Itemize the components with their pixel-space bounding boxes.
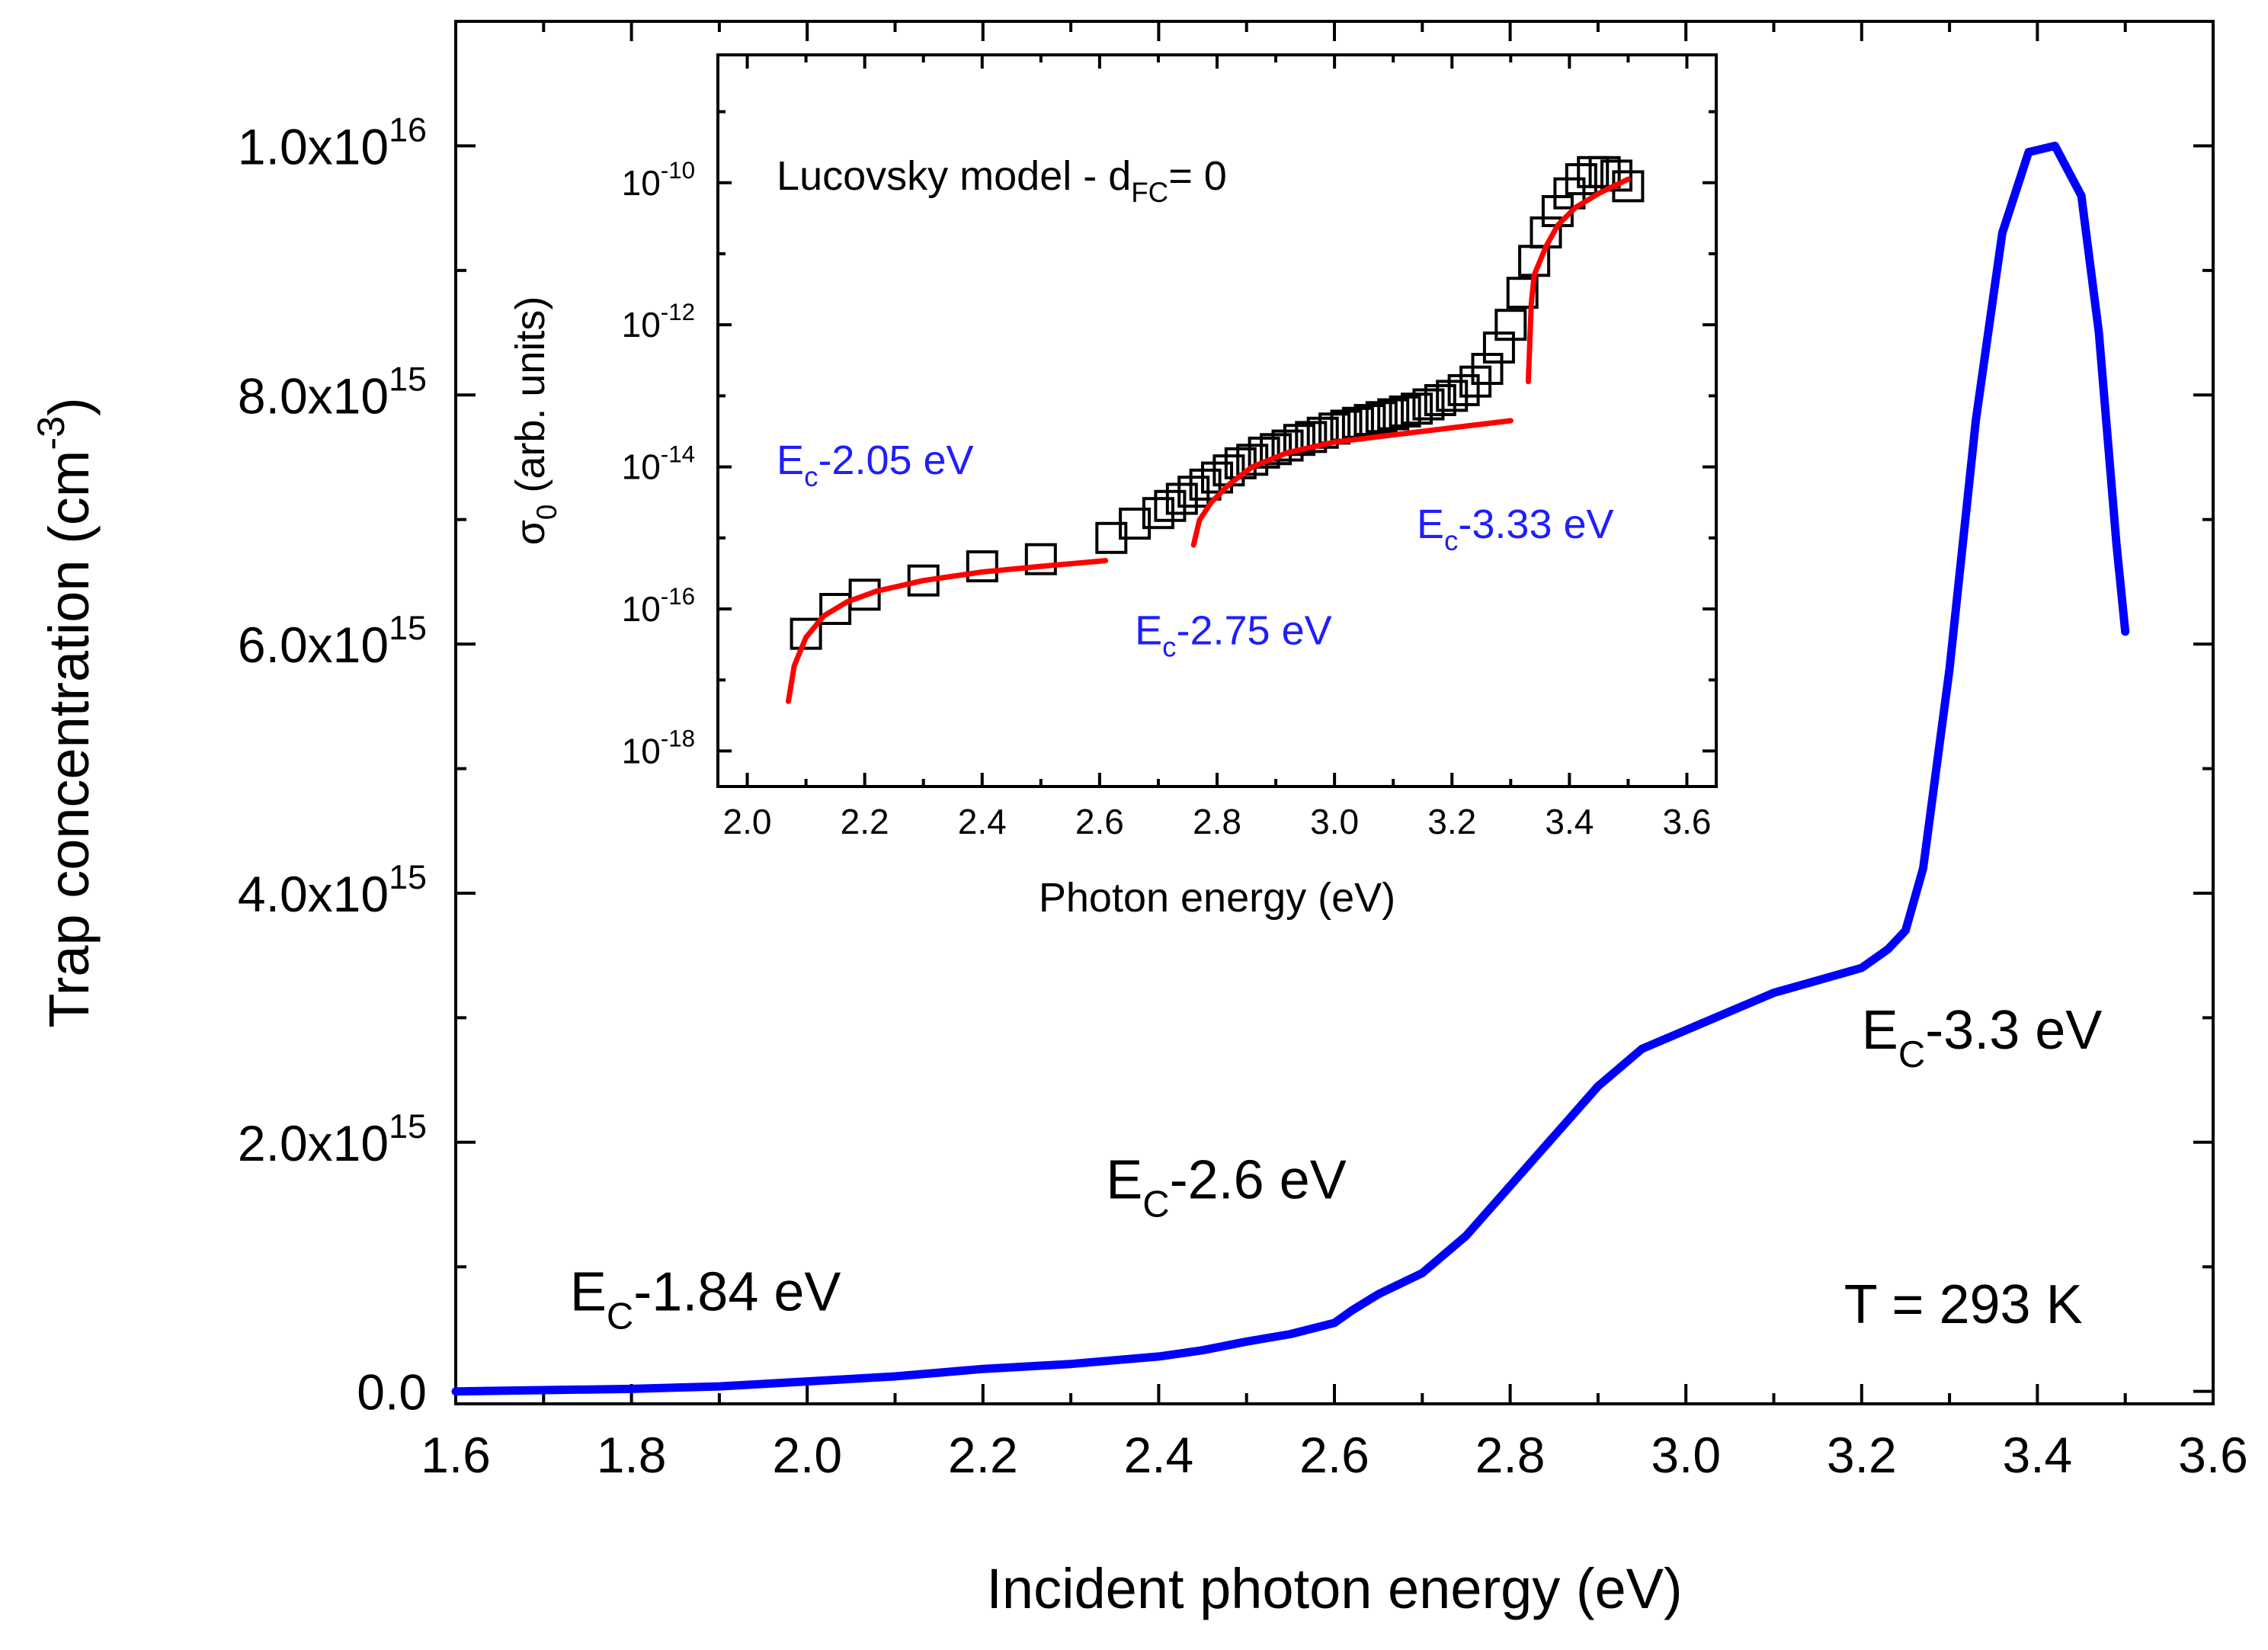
- inset-data-square: [1565, 163, 1597, 196]
- inset-x-tick-label: 2.2: [841, 802, 889, 841]
- inset-fit-line: [1525, 176, 1631, 385]
- main-y-tick-label: 4.0x1015: [238, 857, 427, 922]
- main-y-tick-label: 8.0x1015: [238, 359, 427, 424]
- main-y-tick-label: 1.0x1016: [238, 110, 427, 175]
- inset-y-tick-label: 10-10: [622, 157, 695, 203]
- main-plot: 1.6 1.8 2.0 2.2 2.4 2.6 2.8 3.0 3.2 3.4 3.6 0.0 2.0x…: [29, 20, 2248, 1620]
- inset-data-square: [1541, 195, 1574, 227]
- inset-x-tick-label: 3.6: [1662, 802, 1711, 841]
- inset-data-square: [1353, 404, 1386, 437]
- inset-data-square: [1401, 392, 1433, 425]
- inset-data-square: [1459, 365, 1492, 398]
- inset-data-square: [1389, 395, 1421, 428]
- inset-data-square: [790, 617, 822, 650]
- main-x-tick-label: 2.4: [1124, 1427, 1194, 1483]
- inset-x-axis-title: Photon energy (eV): [1039, 875, 1395, 921]
- inset-annotation-ec205: Ec-2.05 eV: [777, 437, 974, 492]
- inset-x-tick-label: 2.4: [958, 802, 1007, 841]
- inset-data-square: [1447, 373, 1480, 406]
- inset-annotation-ec275: Ec-2.75 eV: [1135, 608, 1332, 663]
- inset-data-square: [1494, 309, 1527, 341]
- inset-data-square: [1377, 398, 1410, 431]
- main-x-tick-label: 3.4: [2003, 1427, 2073, 1483]
- main-y-axis-title: Trap concentration (cm-3): [29, 397, 101, 1028]
- main-x-tick-label: 3.2: [1827, 1427, 1897, 1483]
- main-x-tick-label: 3.0: [1651, 1427, 1721, 1483]
- inset-x-tick-label: 3.0: [1310, 802, 1359, 841]
- inset-x-tick-label: 3.4: [1545, 802, 1594, 841]
- main-series-line: [451, 141, 2130, 1396]
- inset-x-tick-label: 2.8: [1193, 802, 1241, 841]
- inset-plot: 2.0 2.2 2.4 2.6 2.8 3.0 3.2 3.4 3.6 10-18 10-16 10-…: [508, 53, 1718, 921]
- inset-data-square: [1119, 508, 1152, 540]
- inset-fit-line: [786, 558, 1109, 704]
- main-x-tick-label: 2.2: [948, 1427, 1018, 1483]
- main-x-tick-label: 2.8: [1475, 1427, 1546, 1483]
- inset-data-square: [1506, 277, 1539, 309]
- inset-annotation-model: Lucovsky model - dFC= 0: [777, 153, 1227, 208]
- inset-x-tick-label: 2.0: [723, 802, 772, 841]
- inset-data-square: [1471, 353, 1504, 385]
- inset-fit-line: [1190, 418, 1514, 548]
- inset-data-square: [1412, 388, 1445, 421]
- main-y-tick-label: 6.0x1015: [238, 608, 427, 673]
- inset-y-tick-label: 10-16: [622, 583, 695, 629]
- inset-data-square: [1271, 429, 1304, 462]
- inset-annotation-ec333: Ec-3.33 eV: [1417, 501, 1614, 556]
- main-annotation-ec33: EC-3.3 eV: [1862, 1000, 2103, 1075]
- inset-data-square: [1024, 543, 1057, 575]
- main-x-tick-label: 2.6: [1299, 1427, 1369, 1483]
- inset-y-tick-label: 10-12: [622, 299, 695, 344]
- inset-y-tick-label: 10-18: [622, 725, 695, 771]
- inset-data-square: [1283, 424, 1315, 457]
- inset-x-tick-label: 2.6: [1075, 802, 1124, 841]
- inset-data-square: [1424, 384, 1456, 416]
- main-x-tick-label: 1.6: [421, 1427, 491, 1483]
- main-x-tick-label: 1.8: [597, 1427, 667, 1483]
- main-y-tick-label: 0.0: [357, 1364, 427, 1421]
- inset-y-axis-title: σ0 (arb. units): [508, 296, 562, 546]
- inset-data-square: [1365, 401, 1398, 434]
- main-annotation-ec184: EC-1.84 eV: [570, 1261, 841, 1337]
- inset-data-square: [966, 550, 998, 583]
- inset-data-square: [848, 578, 881, 611]
- main-y-tick-label: 2.0x1015: [238, 1107, 427, 1171]
- main-x-tick-label: 3.6: [2178, 1427, 2248, 1483]
- inset-y-tick-label: 10-14: [622, 441, 695, 487]
- main-annotation-ec26: EC-2.6 eV: [1106, 1149, 1347, 1225]
- inset-data-square: [1295, 421, 1328, 453]
- inset-data-square: [1248, 436, 1280, 469]
- inset-x-tick-label: 3.2: [1427, 802, 1476, 841]
- inset-data-square: [1600, 159, 1632, 192]
- main-x-axis-title: Incident photon energy (eV): [986, 1557, 1682, 1620]
- main-annotation-temp: T = 293 K: [1844, 1274, 2083, 1335]
- main-x-tick-label: 2.0: [772, 1427, 842, 1483]
- inset-data-square: [1260, 433, 1293, 466]
- inset-data-square: [1482, 332, 1515, 364]
